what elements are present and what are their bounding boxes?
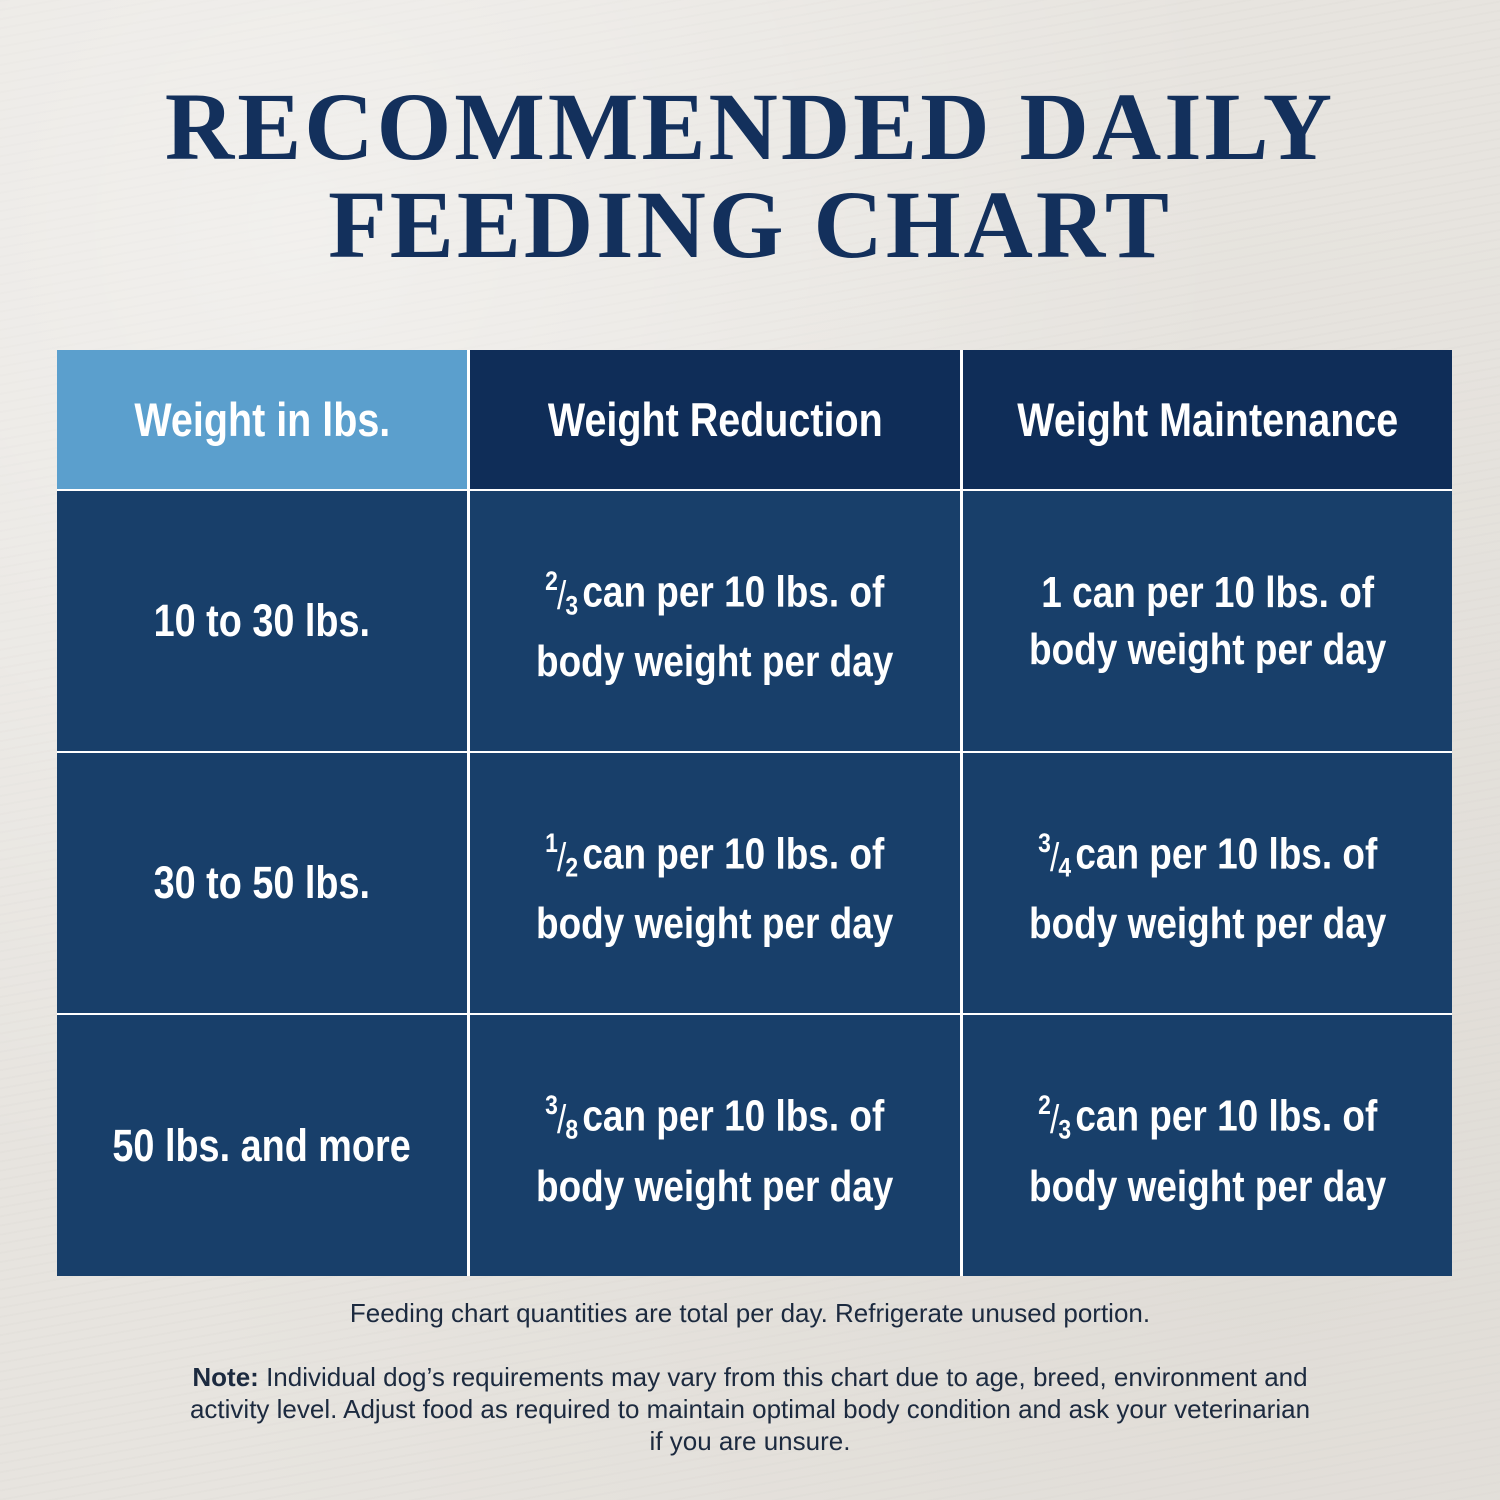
title-line-2: FEEDING CHART [328, 171, 1172, 278]
amount-line-1: can per 10 lbs. of [582, 1091, 885, 1141]
row-1-weight-label: 10 to 30 lbs. [153, 595, 371, 646]
whole-amount: 1 [1041, 568, 1062, 617]
fraction: 3/4 [1037, 826, 1071, 883]
header-reduction: Weight Reduction [470, 350, 960, 489]
fraction: 1/2 [545, 826, 578, 883]
amount-line-1: can per 10 lbs. of [1075, 829, 1378, 879]
amount-line-2: body weight per day [536, 637, 894, 687]
header-weight: Weight in lbs. [57, 350, 467, 489]
row-2-maintenance: 3/4 can per 10 lbs. of body weight per da… [963, 753, 1452, 1013]
row-3-weight-label: 50 lbs. and more [112, 1119, 412, 1171]
feeding-table: Weight in lbs. Weight Reduction Weight M… [57, 350, 1452, 1276]
row-3-reduction: 3/8 can per 10 lbs. of body weight per da… [470, 1015, 960, 1276]
amount-line-1: can per 10 lbs. of [1071, 568, 1374, 617]
amount-line-1: can per 10 lbs. of [582, 829, 885, 879]
amount-line-1: can per 10 lbs. of [582, 567, 885, 617]
header-weight-label: Weight in lbs. [134, 392, 390, 446]
row-1-reduction: 2/3 can per 10 lbs. of body weight per da… [470, 491, 960, 751]
fraction: 2/3 [1037, 1089, 1071, 1145]
note: Note: Individual dog’s requirements may … [180, 1361, 1320, 1457]
fraction: 3/8 [545, 1089, 578, 1145]
row-1-maintenance: 1 can per 10 lbs. of body weight per day [963, 491, 1452, 751]
row-2-reduction: 1/2 can per 10 lbs. of body weight per da… [470, 753, 960, 1013]
row-2-weight: 30 to 50 lbs. [57, 753, 467, 1013]
page-title: RECOMMENDED DAILY FEEDING CHART [0, 78, 1500, 274]
amount-line-2: body weight per day [1028, 899, 1387, 949]
row-1-weight: 10 to 30 lbs. [57, 491, 467, 751]
amount-line-2: body weight per day [1028, 625, 1387, 674]
amount-line-2: body weight per day [536, 1161, 894, 1211]
header-reduction-label: Weight Reduction [547, 392, 883, 446]
note-label: Note: [192, 1362, 259, 1392]
fraction: 2/3 [545, 564, 578, 621]
row-2-weight-label: 30 to 50 lbs. [153, 857, 371, 908]
row-3-weight: 50 lbs. and more [57, 1015, 467, 1276]
amount-line-1: can per 10 lbs. of [1075, 1091, 1378, 1141]
row-3-maintenance: 2/3 can per 10 lbs. of body weight per da… [963, 1015, 1452, 1276]
title-line-1: RECOMMENDED DAILY [164, 73, 1336, 180]
header-maintenance: Weight Maintenance [963, 350, 1452, 489]
header-maintenance-label: Weight Maintenance [1017, 392, 1398, 446]
note-text: Individual dog’s requirements may vary f… [189, 1362, 1311, 1456]
footnote: Feeding chart quantities are total per d… [349, 1298, 1151, 1328]
amount-line-2: body weight per day [1028, 1161, 1387, 1211]
amount-line-2: body weight per day [536, 899, 894, 949]
